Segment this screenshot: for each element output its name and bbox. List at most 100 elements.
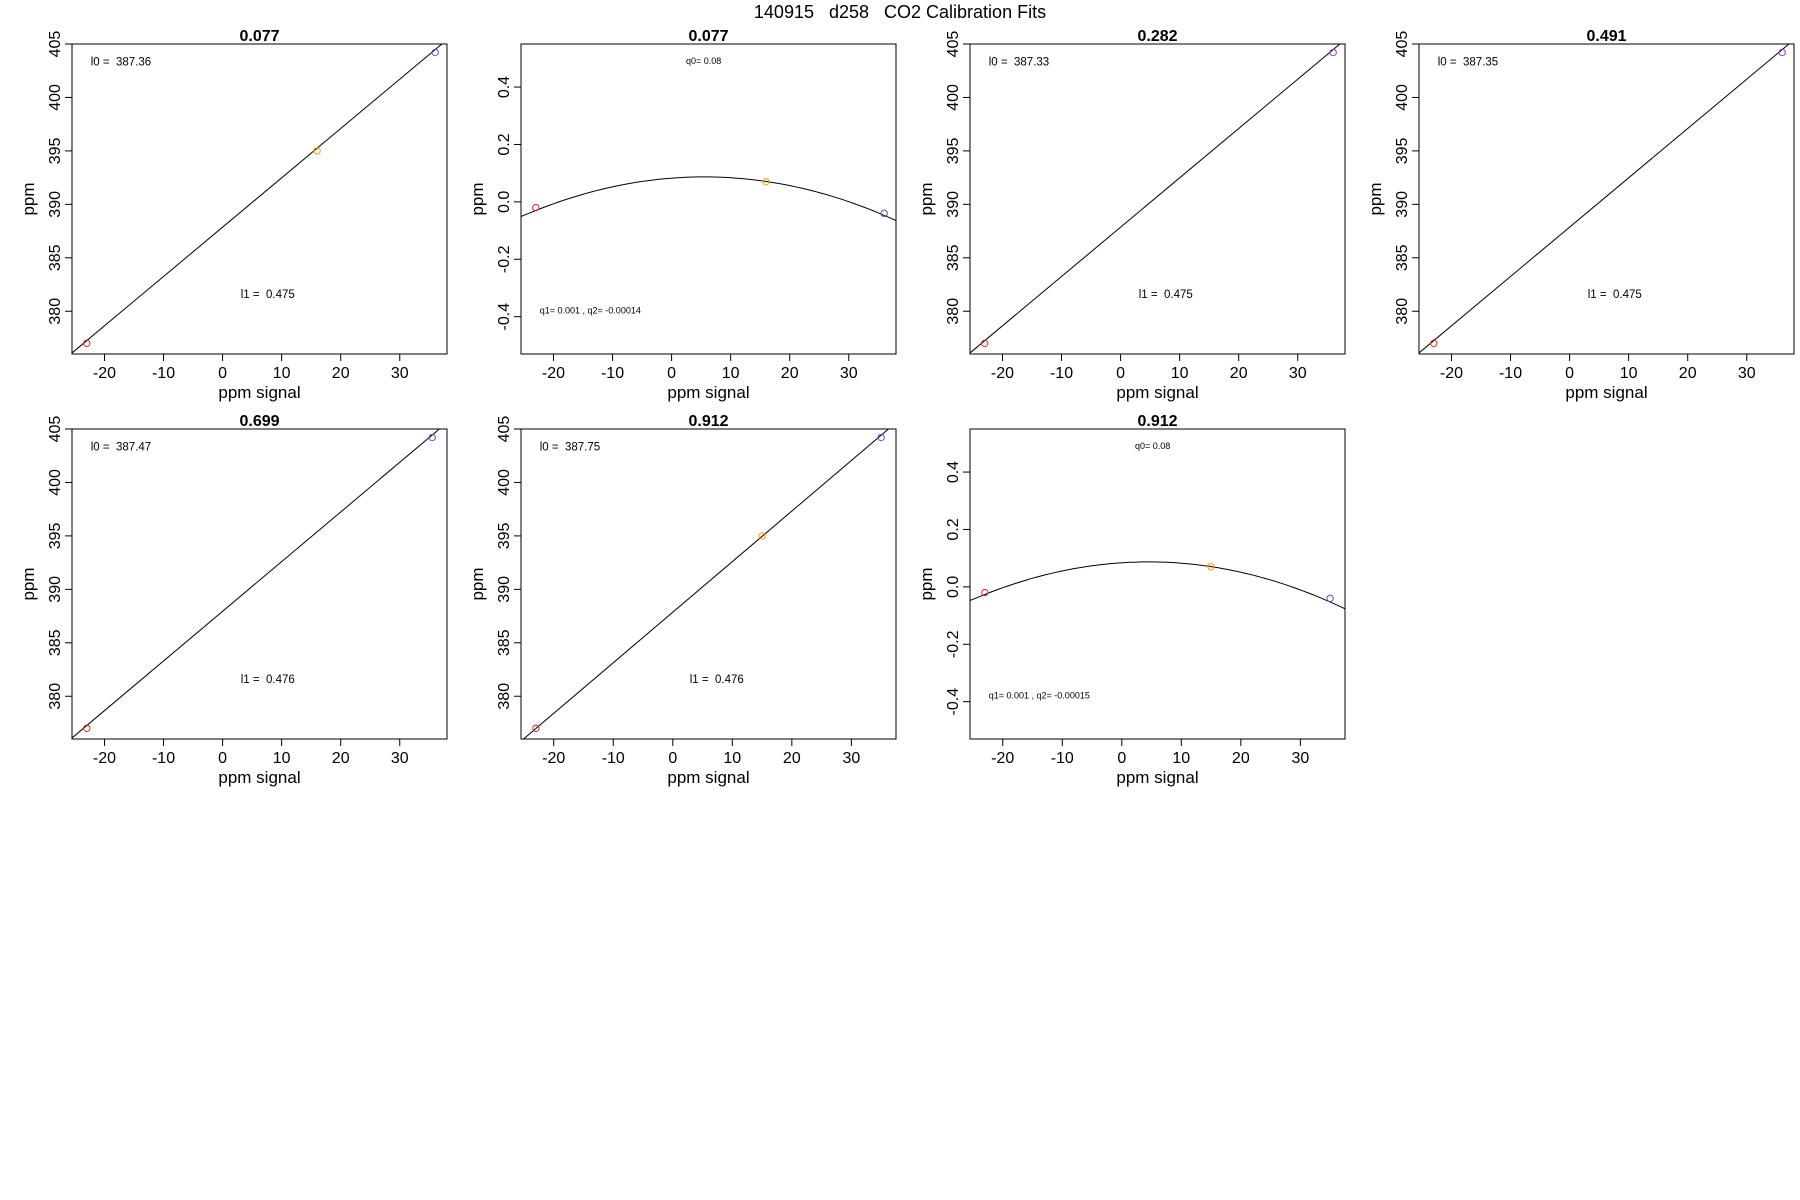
panel-title: 0.491	[1586, 28, 1626, 45]
x-tick-label: 20	[1230, 365, 1248, 382]
fit-annotation: l0 = 387.75	[540, 442, 600, 454]
x-tick-label: 20	[1679, 365, 1697, 382]
y-tick-label: -0.2	[945, 630, 962, 658]
fit-curve	[521, 176, 896, 222]
x-tick-label: 30	[1738, 365, 1756, 382]
data-point	[1430, 339, 1438, 348]
x-tick-label: 10	[723, 750, 741, 767]
data-point	[313, 147, 321, 155]
data-point	[431, 48, 439, 57]
plot-panel-7: 0.912 -20 -10 0 10 20 30 ppm signal -0.4 -0.2 0.0 0…	[917, 413, 1346, 787]
plot-frame	[969, 428, 1346, 740]
x-tick-label: 0	[218, 750, 227, 767]
x-tick-label: 10	[1172, 750, 1190, 767]
fit-annotation: q0= 0.08	[686, 56, 721, 66]
x-tick-label: 0	[1565, 365, 1574, 382]
data-point	[1329, 48, 1337, 57]
data-point	[532, 724, 540, 733]
fit-annotation: q1= 0.001 , q2= -0.00014	[540, 306, 641, 316]
plot-frame	[520, 428, 897, 740]
fit-annotation: l1 = 0.475	[1588, 289, 1642, 301]
data-point	[1778, 48, 1786, 57]
x-tick-label: 0	[218, 365, 227, 382]
x-tick-label: 30	[391, 365, 409, 382]
y-tick-label: 385	[1394, 244, 1411, 271]
x-tick-label: 0	[1117, 750, 1126, 767]
x-tick-label: 0	[668, 750, 677, 767]
y-tick-label: 405	[496, 416, 513, 443]
y-tick-label: 0.2	[945, 518, 962, 540]
y-tick-label: 380	[1394, 298, 1411, 325]
fit-annotation: l0 = 387.47	[91, 442, 151, 454]
data-point	[1326, 594, 1334, 603]
x-tick-label: -10	[1051, 750, 1074, 767]
y-tick-label: 380	[47, 683, 64, 710]
figure-title: 140915 d258 CO2 Calibration Fits	[753, 2, 1047, 22]
fit-line	[522, 429, 890, 739]
fit-line	[970, 44, 1341, 354]
fit-annotation: l1 = 0.476	[690, 674, 744, 686]
panel-title: 0.077	[688, 28, 728, 45]
x-tick-label: -10	[152, 365, 175, 382]
plot-panel-2: 0.077 -20 -10 0 10 20 30 ppm signal -0.4 -0.2 0.0 0…	[468, 28, 897, 402]
y-tick-label: 380	[945, 298, 962, 325]
plot-frame	[71, 43, 448, 355]
y-tick-label: 380	[47, 298, 64, 325]
y-tick-label: 405	[1394, 31, 1411, 58]
data-point	[981, 339, 989, 348]
y-tick-label: 400	[47, 84, 64, 111]
x-tick-label: -20	[93, 750, 116, 767]
panel-title: 0.699	[239, 413, 279, 430]
x-tick-label: 30	[842, 750, 860, 767]
x-tick-label: -10	[1499, 365, 1522, 382]
panel-title: 0.282	[1137, 28, 1177, 45]
x-tick-label: 10	[273, 365, 291, 382]
plot-frame	[520, 43, 897, 355]
y-tick-label: -0.2	[496, 245, 513, 273]
plot-frame	[71, 428, 448, 740]
x-tick-label: 20	[781, 365, 799, 382]
x-tick-label: 20	[332, 750, 350, 767]
x-tick-label: -20	[1440, 365, 1463, 382]
x-tick-label: 30	[391, 750, 409, 767]
y-tick-label: 385	[496, 629, 513, 656]
fit-curve	[970, 561, 1345, 610]
plot-panel-6: 0.912 -20 -10 0 10 20 30 ppm signal 380 385 390 395…	[468, 413, 897, 787]
x-axis-label: ppm signal	[1565, 383, 1647, 402]
fit-annotation: l1 = 0.475	[1139, 289, 1193, 301]
y-tick-label: 395	[47, 137, 64, 164]
y-axis-label: ppm	[19, 182, 38, 215]
y-axis-label: ppm	[19, 567, 38, 600]
x-tick-label: 20	[1232, 750, 1250, 767]
x-axis-label: ppm signal	[218, 383, 300, 402]
panel-title: 0.912	[1137, 413, 1177, 430]
x-tick-label: -10	[152, 750, 175, 767]
plot-frame	[969, 43, 1346, 355]
fit-annotation: l1 = 0.476	[241, 674, 295, 686]
y-tick-label: 0.4	[945, 461, 962, 483]
y-tick-label: 390	[47, 191, 64, 218]
fit-annotation: l0 = 387.36	[91, 57, 151, 69]
x-tick-label: 30	[1291, 750, 1309, 767]
y-axis-label: ppm	[917, 182, 936, 215]
data-point	[428, 433, 436, 442]
x-axis-label: ppm signal	[218, 768, 300, 787]
y-tick-label: 400	[945, 84, 962, 111]
fit-line	[1419, 44, 1790, 354]
y-tick-label: 405	[945, 31, 962, 58]
y-tick-label: 0.0	[945, 576, 962, 598]
y-tick-label: 395	[945, 137, 962, 164]
x-tick-label: -20	[991, 750, 1014, 767]
y-tick-label: 400	[1394, 84, 1411, 111]
y-tick-label: 405	[47, 31, 64, 58]
y-tick-label: 390	[1394, 191, 1411, 218]
plot-panel-5: 0.699 -20 -10 0 10 20 30 ppm signal 380 385 390 395…	[19, 413, 448, 787]
y-tick-label: 395	[496, 522, 513, 549]
x-tick-label: 10	[722, 365, 740, 382]
y-axis-label: ppm	[468, 567, 487, 600]
x-tick-label: 20	[783, 750, 801, 767]
x-axis-label: ppm signal	[667, 768, 749, 787]
x-tick-label: -20	[542, 750, 565, 767]
y-axis-label: ppm	[917, 567, 936, 600]
